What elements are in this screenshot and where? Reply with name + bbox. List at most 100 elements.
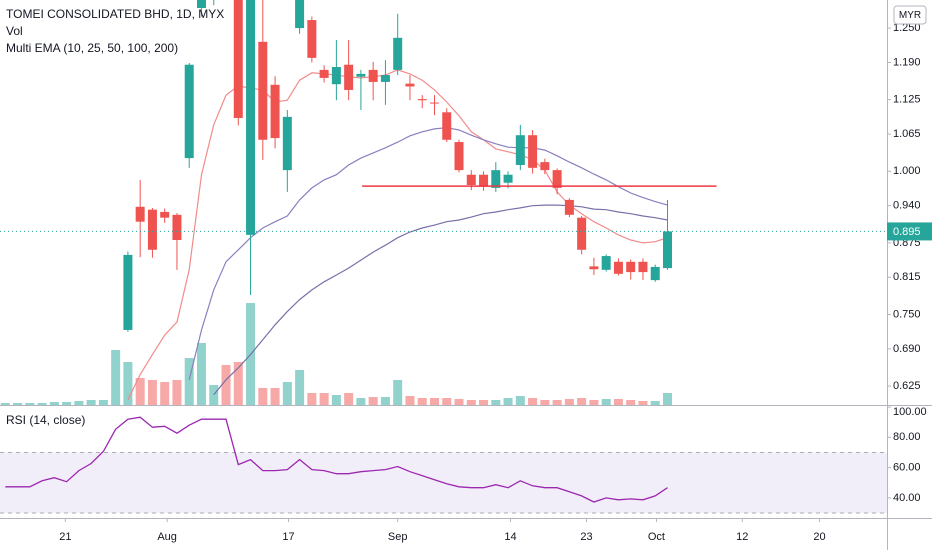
volume-bar xyxy=(393,380,403,405)
volume-bar xyxy=(626,400,636,405)
volume-bar xyxy=(135,378,145,405)
x-tick-label: 14 xyxy=(504,531,516,543)
volume-bar xyxy=(442,398,452,405)
candle-body xyxy=(454,142,464,171)
volume-bar xyxy=(650,401,660,405)
y-tick-label: 1.250 xyxy=(893,22,921,34)
candle-body xyxy=(466,174,476,186)
candle-body xyxy=(417,99,427,101)
currency[interactable]: MYR xyxy=(899,10,921,21)
volume-bar xyxy=(564,399,574,405)
volume-bar xyxy=(601,399,611,405)
volume-bar xyxy=(380,397,390,405)
candle-body xyxy=(613,261,623,274)
volume-bar xyxy=(25,403,35,405)
candle-body xyxy=(638,261,648,273)
volume-bar xyxy=(307,393,317,405)
volume-bar xyxy=(270,388,280,405)
volume-bar xyxy=(552,400,562,405)
y-tick-label: 1.190 xyxy=(893,56,921,68)
last-price-label: 0.895 xyxy=(893,226,921,238)
volume-bar xyxy=(344,393,354,405)
volume-bar xyxy=(528,398,538,405)
volume-bar xyxy=(49,402,59,405)
x-tick-label: Oct xyxy=(648,531,665,543)
volume-bar xyxy=(74,401,84,405)
volume-bar xyxy=(368,397,378,405)
volume-bar xyxy=(0,403,10,405)
volume-bar xyxy=(98,400,108,405)
ema-line xyxy=(213,204,668,396)
candle-body xyxy=(331,67,341,85)
candle-body xyxy=(135,206,145,222)
ema-line xyxy=(127,69,668,401)
candle-body xyxy=(540,162,550,171)
y-tick-label: 40.00 xyxy=(893,492,921,504)
y-tick-label: 1.125 xyxy=(893,94,921,106)
candle-body xyxy=(123,254,133,330)
volume-bar xyxy=(503,398,513,405)
volume-bar xyxy=(123,362,133,405)
volume-bar xyxy=(160,382,170,405)
candle-body xyxy=(233,0,243,119)
candle-body xyxy=(147,209,157,250)
volume-bar xyxy=(540,400,550,405)
volume-bar xyxy=(295,370,305,405)
candle-body xyxy=(662,231,672,269)
volume-bar xyxy=(13,403,23,405)
candle-body xyxy=(319,69,329,78)
candle-body xyxy=(442,112,452,140)
volume-bar xyxy=(184,358,194,405)
volume-bar xyxy=(577,398,587,405)
candle-body xyxy=(184,64,194,159)
candle-body xyxy=(564,199,574,215)
candle-body xyxy=(196,0,206,9)
price-panel xyxy=(0,0,887,405)
candle-body xyxy=(344,64,354,90)
candle-body xyxy=(380,75,390,82)
candle-body xyxy=(368,69,378,82)
volume-label: Vol xyxy=(6,24,23,38)
axes: 0.6250.6900.7500.8150.8750.9401.0001.065… xyxy=(59,22,932,543)
candle-body xyxy=(626,261,636,273)
rsi-panel xyxy=(0,416,887,514)
rsi-label: RSI (14, close) xyxy=(6,413,85,427)
x-tick-label: Aug xyxy=(157,531,177,543)
volume-bar xyxy=(111,350,121,405)
volume-bar xyxy=(221,365,231,405)
y-tick-label: 0.815 xyxy=(893,271,921,283)
volume-bar xyxy=(86,400,96,405)
candle-body xyxy=(552,170,562,188)
x-tick-label: Sep xyxy=(388,531,408,543)
y-tick-label: 0.750 xyxy=(893,308,921,320)
volume-bar xyxy=(515,396,525,405)
candle-body xyxy=(405,83,415,87)
volume-bar xyxy=(37,403,47,405)
candle-body xyxy=(528,135,538,168)
candle-body xyxy=(246,0,256,235)
volume-bar xyxy=(62,402,72,405)
volume-bar xyxy=(196,343,206,405)
indicator-label: Multi EMA (10, 25, 50, 100, 200) xyxy=(6,41,178,55)
candle-body xyxy=(160,211,170,218)
volume-bar xyxy=(209,385,219,405)
candle-body xyxy=(515,135,525,165)
volume-bar xyxy=(258,388,268,405)
candle-body xyxy=(258,41,268,140)
x-tick-label: 12 xyxy=(736,531,748,543)
volume-bar xyxy=(466,400,476,405)
candle-body xyxy=(295,0,305,29)
volume-bar xyxy=(613,399,623,405)
volume-bar xyxy=(662,393,672,405)
volume-bar xyxy=(233,362,243,405)
ema-line xyxy=(188,127,668,380)
volume-bar xyxy=(638,401,648,405)
rsi-line xyxy=(5,416,668,503)
currency-badge[interactable] xyxy=(893,5,927,25)
candle-body xyxy=(589,266,599,270)
volume-bar xyxy=(172,380,182,405)
volume-bar xyxy=(282,382,292,405)
y-tick-label: 1.000 xyxy=(893,165,921,177)
y-tick-label: 0.940 xyxy=(893,200,921,212)
volume-bar xyxy=(147,380,157,405)
